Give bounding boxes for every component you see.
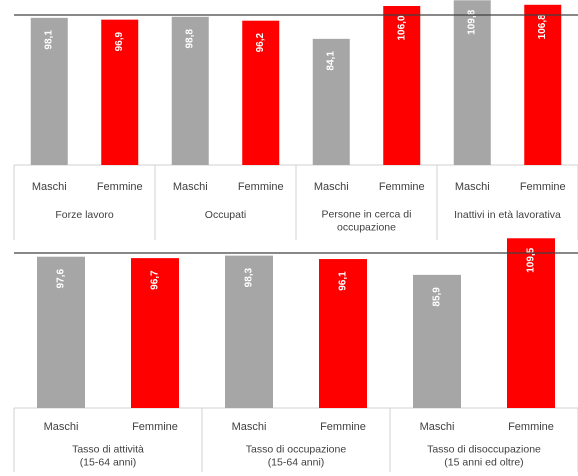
bar-maschi bbox=[225, 255, 273, 408]
category-label: Maschi bbox=[455, 181, 490, 193]
data-label: 109,5 bbox=[526, 247, 537, 272]
bar-maschi bbox=[413, 274, 461, 408]
data-label: 98,1 bbox=[44, 30, 55, 50]
group-label: (15-64 anni) bbox=[268, 457, 325, 469]
category-label: Maschi bbox=[420, 421, 455, 433]
data-label: 96,9 bbox=[114, 31, 125, 51]
data-label: 84,1 bbox=[326, 51, 337, 71]
group-label: Forze lavoro bbox=[55, 209, 114, 221]
data-label: 106,0 bbox=[396, 15, 407, 40]
data-label: 96,7 bbox=[150, 270, 161, 290]
group-label: Tasso di occupazione bbox=[246, 444, 347, 456]
category-label: Femmine bbox=[97, 181, 143, 193]
chart-panel-1: 98,1 Maschi 96,9 Femmine Forze lavoro 98,8 Mas… bbox=[13, 0, 578, 240]
bar-maschi bbox=[453, 0, 491, 165]
category-label: Femmine bbox=[520, 181, 566, 193]
bar-femmine bbox=[507, 238, 555, 408]
data-label: 97,6 bbox=[56, 269, 67, 289]
category-label: Femmine bbox=[508, 421, 554, 433]
data-label: 106,8 bbox=[537, 14, 548, 39]
category-label: Maschi bbox=[232, 421, 267, 433]
category-label: Maschi bbox=[32, 181, 67, 193]
data-label: 85,9 bbox=[432, 287, 443, 307]
bar-femmine bbox=[524, 4, 562, 165]
bar-maschi bbox=[171, 16, 209, 165]
data-label: 96,2 bbox=[255, 33, 266, 53]
category-label: Femmine bbox=[320, 421, 366, 433]
group-label: Occupati bbox=[205, 209, 246, 221]
data-label: 98,8 bbox=[185, 29, 196, 49]
group-label: (15-64 anni) bbox=[80, 457, 137, 469]
bar-femmine bbox=[101, 19, 139, 166]
bar-maschi bbox=[312, 38, 350, 165]
category-label: Femmine bbox=[379, 181, 425, 193]
bar-femmine bbox=[242, 20, 280, 166]
group-label: Persone in cerca di bbox=[322, 209, 412, 221]
category-label: Maschi bbox=[314, 181, 349, 193]
group-label: Tasso di disoccupazione bbox=[427, 444, 541, 456]
group-label: Tasso di attività bbox=[72, 444, 144, 456]
bar-femmine bbox=[383, 6, 421, 165]
category-label: Femmine bbox=[132, 421, 178, 433]
category-label: Maschi bbox=[44, 421, 79, 433]
data-label: 96,1 bbox=[338, 271, 349, 291]
category-label: Femmine bbox=[238, 181, 284, 193]
bar-maschi bbox=[30, 17, 68, 165]
data-label: 98,3 bbox=[244, 267, 255, 287]
category-label: Maschi bbox=[173, 181, 208, 193]
bar-femmine bbox=[131, 258, 179, 408]
group-label: Inattivi in età lavorativa bbox=[454, 209, 561, 221]
group-label: (15 anni ed oltre) bbox=[444, 457, 523, 469]
data-label: 109,8 bbox=[467, 9, 478, 34]
bar-maschi bbox=[37, 256, 85, 408]
group-label: occupazione bbox=[337, 222, 396, 234]
bar-femmine bbox=[319, 259, 367, 408]
